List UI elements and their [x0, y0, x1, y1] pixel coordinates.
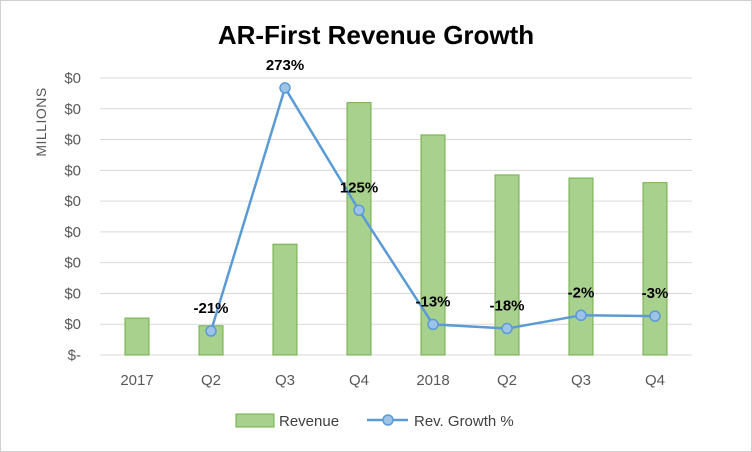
revenue-bar	[420, 134, 446, 356]
y-tick-label: $0	[64, 285, 81, 302]
x-tick-label: Q3	[571, 372, 591, 389]
growth-data-label: -3%	[642, 285, 669, 302]
growth-data-label: -18%	[489, 298, 524, 315]
x-tick-label: 2017	[120, 372, 153, 389]
y-axis-ticks: $- $0 $0 $0 $0 $0 $0 $0 $0 $0	[64, 70, 81, 364]
x-tick-label: Q2	[201, 372, 221, 389]
growth-marker	[279, 82, 291, 94]
y-tick-label: $0	[64, 255, 81, 272]
revenue-bar	[124, 317, 150, 356]
y-tick-label: $-	[68, 347, 81, 364]
revenue-bar	[568, 177, 594, 356]
x-axis-ticks: 2017 Q2 Q3 Q4 2018 Q2 Q3 Q4	[120, 372, 665, 389]
x-tick-label: Q2	[497, 372, 517, 389]
x-tick-label: Q4	[645, 372, 665, 389]
legend-swatch-revenue	[235, 413, 275, 428]
growth-marker	[575, 309, 587, 322]
growth-marker	[501, 322, 513, 335]
legend: Revenue Rev. Growth %	[235, 413, 514, 430]
growth-marker	[205, 325, 217, 337]
revenue-bar	[346, 102, 372, 356]
y-tick-label: $0	[64, 70, 81, 87]
x-tick-label: 2018	[416, 372, 449, 389]
legend-label-revenue: Revenue	[279, 413, 339, 430]
legend-swatch-growth-marker	[382, 414, 394, 426]
growth-marker	[427, 318, 439, 331]
x-tick-label: Q4	[349, 372, 369, 389]
y-tick-label: $0	[64, 162, 81, 179]
growth-line: -21% 273% 125% -13% -18% -2% -3%	[193, 57, 669, 337]
y-axis-title: MILLIONS	[33, 87, 49, 156]
y-tick-label: $0	[64, 224, 81, 241]
growth-data-label: -21%	[193, 300, 228, 317]
legend-label-growth: Rev. Growth %	[414, 413, 514, 430]
growth-data-label: 125%	[340, 179, 378, 196]
growth-data-label: -13%	[415, 293, 450, 310]
growth-marker	[353, 204, 365, 217]
gridlines	[100, 77, 692, 356]
revenue-bar	[272, 243, 298, 356]
y-tick-label: $0	[64, 193, 81, 210]
revenue-bar	[642, 182, 668, 356]
y-tick-label: $0	[64, 316, 81, 333]
growth-data-label: -2%	[568, 284, 595, 301]
y-tick-label: $0	[64, 132, 81, 149]
x-tick-label: Q3	[275, 372, 295, 389]
chart-title: AR-First Revenue Growth	[217, 20, 535, 50]
y-tick-label: $0	[64, 101, 81, 118]
growth-data-label: 273%	[266, 57, 304, 74]
growth-marker	[649, 310, 661, 322]
